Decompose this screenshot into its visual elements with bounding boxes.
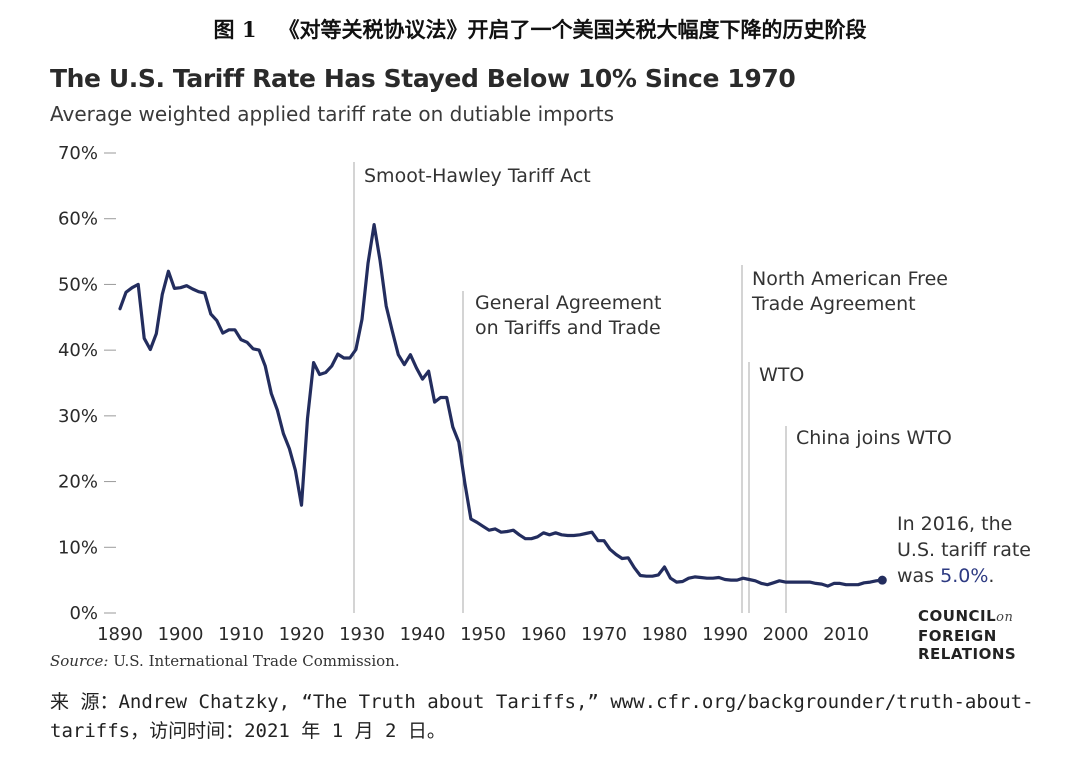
end-annotation-line1: In 2016, the [897, 513, 1012, 535]
event-markers: Smoot-Hawley Tariff Act General Agreement… [353, 162, 952, 613]
x-tick-label: 1900 [158, 624, 204, 645]
event-marker-label: Trade Agreement [751, 293, 916, 315]
end-annotation-prefix: was [897, 565, 940, 587]
chart-title: The U.S. Tariff Rate Has Stayed Below 10… [50, 64, 796, 93]
x-tick-label: 1980 [642, 624, 688, 645]
source-label: Source: [50, 652, 109, 670]
event-marker-label: on Tariffs and Trade [475, 317, 661, 339]
logo-on: on [996, 610, 1014, 625]
y-tick-label: 40% [58, 340, 98, 361]
x-tick-label: 1960 [521, 624, 567, 645]
end-point-dot [877, 575, 887, 585]
x-tick-label: 1950 [460, 624, 506, 645]
figure-caption: 图 1 《对等关税协议法》开启了一个美国关税大幅度下降的历史阶段 [0, 14, 1080, 44]
end-annotation-suffix: . [988, 565, 994, 587]
figure-cn-title: 《对等关税协议法》开启了一个美国关税大幅度下降的历史阶段 [278, 17, 867, 42]
logo-line3: RELATIONS [918, 645, 1017, 663]
y-axis: 0% 10% 20% 30% 40% 50% 60% 70% [58, 143, 116, 624]
source-line: Source: U.S. International Trade Commiss… [50, 652, 400, 670]
x-tick-label: 2010 [823, 624, 869, 645]
event-marker-label: General Agreement [475, 292, 661, 314]
chart-subtitle: Average weighted applied tariff rate on … [50, 102, 615, 126]
event-marker-label: North American Free [752, 268, 948, 290]
logo-line1: COUNCIL [918, 607, 997, 625]
x-tick-label: 1930 [339, 624, 385, 645]
end-annotation: In 2016, the U.S. tariff rate was 5.0%. [897, 513, 1031, 587]
x-tick-label: 1910 [218, 624, 264, 645]
x-tick-label: 1990 [702, 624, 748, 645]
cn-source-note: 来 源：Andrew Chatzky, “The Truth about Tar… [50, 691, 1034, 742]
y-tick-label: 60% [58, 209, 98, 230]
end-annotation-value: 5.0% [940, 565, 988, 587]
x-tick-label: 1920 [279, 624, 325, 645]
logo-line2: FOREIGN [918, 627, 997, 645]
end-annotation-line3: was 5.0%. [897, 565, 994, 587]
event-marker-label: China joins WTO [796, 427, 952, 449]
x-tick-label: 1940 [400, 624, 446, 645]
end-annotation-line2: U.S. tariff rate [897, 539, 1031, 561]
y-tick-label: 10% [58, 537, 98, 558]
y-tick-label: 0% [69, 603, 98, 624]
tariff-rate-line [118, 223, 884, 588]
y-tick-label: 20% [58, 472, 98, 493]
cfr-logo: COUNCILon FOREIGN RELATIONS [918, 607, 1016, 663]
x-tick-label: 2000 [763, 624, 809, 645]
event-marker-label: Smoot-Hawley Tariff Act [364, 165, 591, 187]
x-tick-label: 1970 [581, 624, 627, 645]
event-marker-label: WTO [759, 364, 804, 386]
y-tick-label: 50% [58, 274, 98, 295]
y-tick-label: 30% [58, 406, 98, 427]
source-text: U.S. International Trade Commission. [113, 652, 400, 670]
x-tick-label: 1890 [97, 624, 143, 645]
x-axis: 1890 1900 1910 1920 1930 1940 1950 1960 1970 1980… [97, 624, 869, 645]
y-tick-label: 70% [58, 143, 98, 164]
figure-number: 图 1 [213, 17, 257, 42]
